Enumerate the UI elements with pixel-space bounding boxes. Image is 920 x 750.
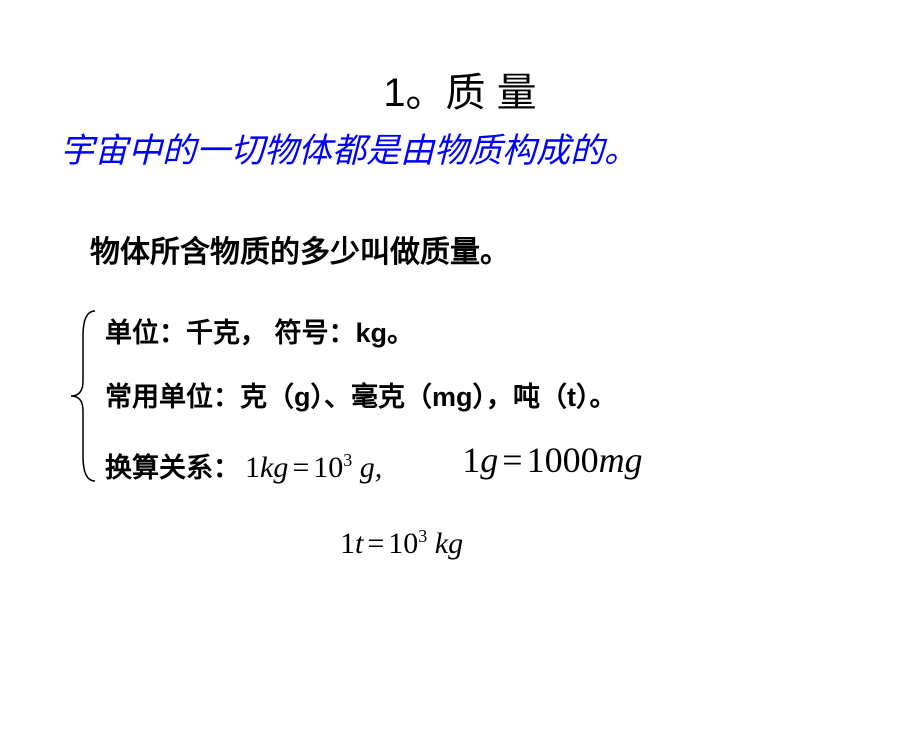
formula-kg-to-g: 1kg=103 g,: [245, 450, 382, 485]
unit-base-text: 单位：千克， 符号：kg。: [105, 311, 920, 350]
formula3-row: 1t=103 kg: [340, 526, 920, 561]
definition-text: 物体所含物质的多少叫做质量。: [90, 227, 920, 271]
slide-title: 1。质 量: [0, 60, 920, 118]
conversion-row: 换算关系： 1kg=103 g, 1g=1000mg: [105, 444, 920, 486]
conversion-label: 换算关系：: [105, 446, 240, 485]
curly-brace-icon: [65, 306, 100, 486]
formula-g-to-mg: 1g=1000mg: [462, 439, 642, 481]
formula-t-to-kg: 1t=103 kg: [340, 527, 463, 560]
slide-subtitle: 宇宙中的一切物体都是由物质构成的。: [60, 123, 920, 172]
units-block: 单位：千克， 符号：kg。 常用单位：克（g）、毫克（mg），吨（t）。 换算关…: [60, 311, 920, 561]
unit-common-text: 常用单位：克（g）、毫克（mg），吨（t）。: [105, 375, 920, 414]
